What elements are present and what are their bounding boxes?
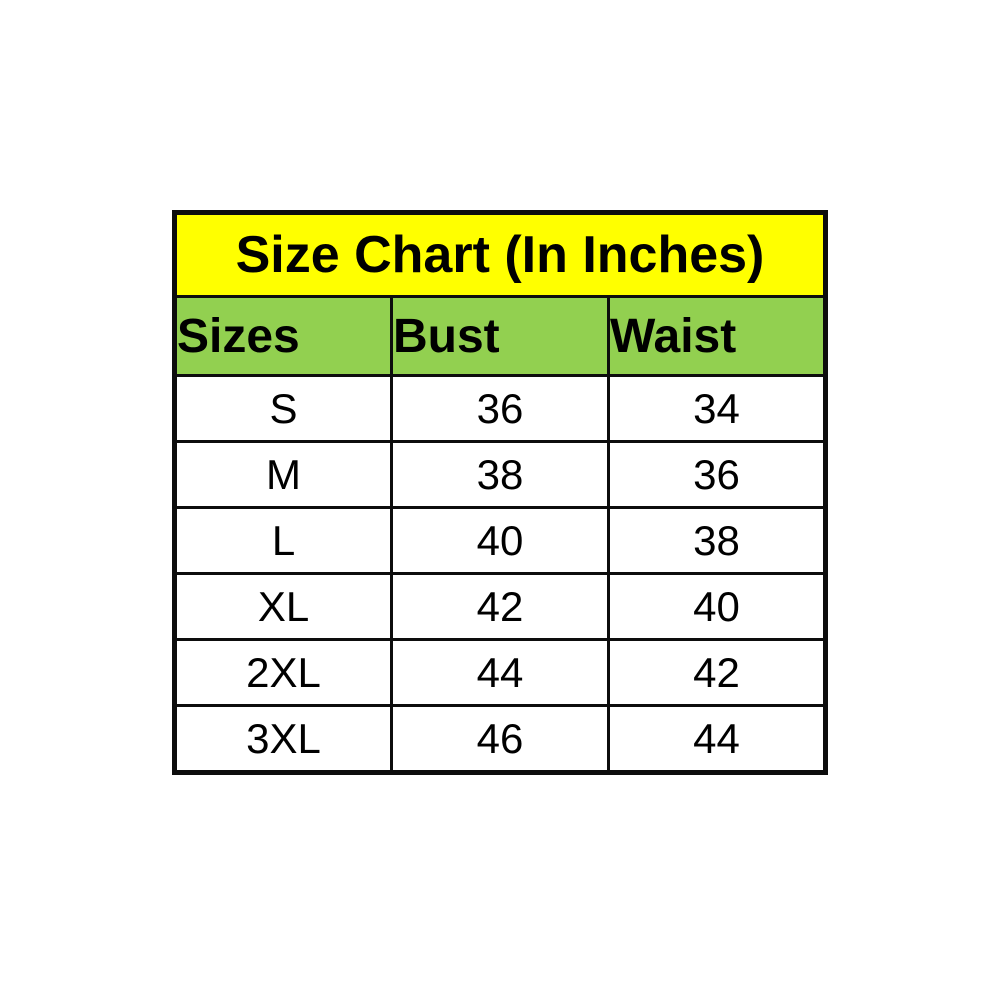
waist-cell: 44 — [607, 704, 827, 774]
bust-cell: 44 — [390, 638, 610, 707]
table-row: M 38 36 — [173, 440, 827, 509]
size-cell: M — [173, 440, 393, 509]
title-row: Size Chart (In Inches) — [173, 211, 827, 298]
chart-title: Size Chart (In Inches) — [173, 211, 827, 298]
size-cell: 3XL — [173, 704, 393, 774]
waist-cell: 40 — [607, 572, 827, 641]
size-chart-container: Size Chart (In Inches) Sizes Bust Waist … — [172, 210, 828, 775]
size-chart-table: Size Chart (In Inches) Sizes Bust Waist … — [172, 210, 828, 775]
size-cell: 2XL — [173, 638, 393, 707]
table-row: L 40 38 — [173, 506, 827, 575]
bust-cell: 46 — [390, 704, 610, 774]
table-row: 2XL 44 42 — [173, 638, 827, 707]
bust-cell: 36 — [390, 374, 610, 443]
header-row: Sizes Bust Waist — [173, 295, 827, 377]
table-row: XL 42 40 — [173, 572, 827, 641]
bust-cell: 40 — [390, 506, 610, 575]
size-cell: S — [173, 374, 393, 443]
bust-cell: 38 — [390, 440, 610, 509]
table-row: S 36 34 — [173, 374, 827, 443]
column-header-bust: Bust — [390, 295, 610, 377]
size-cell: L — [173, 506, 393, 575]
size-cell: XL — [173, 572, 393, 641]
waist-cell: 36 — [607, 440, 827, 509]
bust-cell: 42 — [390, 572, 610, 641]
column-header-waist: Waist — [607, 295, 827, 377]
waist-cell: 38 — [607, 506, 827, 575]
waist-cell: 42 — [607, 638, 827, 707]
column-header-sizes: Sizes — [173, 295, 393, 377]
table-row: 3XL 46 44 — [173, 704, 827, 774]
waist-cell: 34 — [607, 374, 827, 443]
